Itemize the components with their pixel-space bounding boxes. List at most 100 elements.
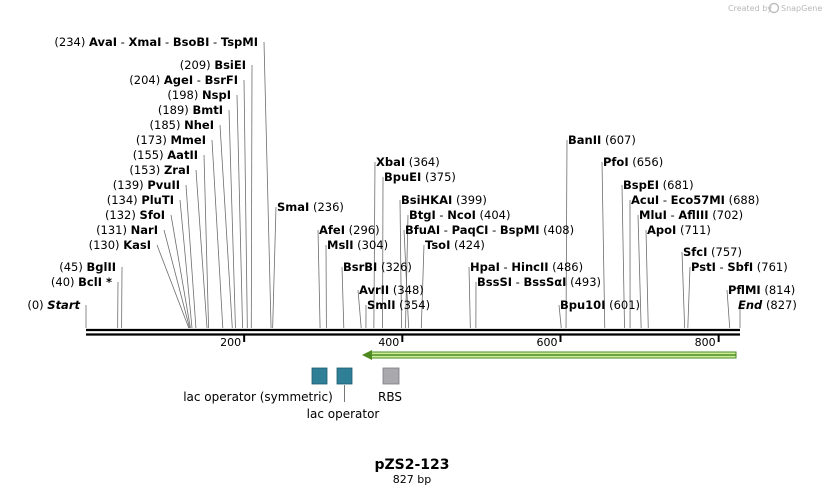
site-position: (348) <box>393 283 424 297</box>
enzyme-separator: - <box>193 73 204 87</box>
site-label-hpaI: HpaI - HincII (486) <box>470 260 583 274</box>
site-position: (0) <box>27 298 43 312</box>
site-leader-sfcI <box>681 251 686 329</box>
enzyme-name: BspEI <box>623 178 659 192</box>
site-label-bfuAI: BfuAI - PaqCI - BspMI (408) <box>405 223 574 237</box>
site-leader-bmtI <box>228 109 236 329</box>
enzyme-name: NspI <box>202 88 231 102</box>
site-label-apoI: ApoI (711) <box>647 223 711 237</box>
enzyme-name: ZraI <box>164 163 190 177</box>
site-label-pstI: PstI - SbfI (761) <box>691 260 788 274</box>
enzyme-name: SfcI <box>683 245 707 259</box>
site-label-pluTI: (134) PluTI <box>107 193 174 207</box>
site-label-bssSI: BssSI - BssSαI (493) <box>477 275 601 289</box>
site-label-tsoI: TsoI (424) <box>425 238 485 252</box>
enzyme-name: SfoI <box>140 208 165 222</box>
enzyme-name: TspMI <box>221 35 258 49</box>
ruler-tick-label: 400 <box>378 336 399 349</box>
site-position: (204) <box>129 73 160 87</box>
site-label-kasI: (130) KasI <box>89 238 151 252</box>
enzyme-name: BtgI <box>409 208 436 222</box>
enzyme-name: BspMI <box>500 223 540 237</box>
ruler-tick-label: 200 <box>220 336 241 349</box>
enzyme-name: MluI <box>639 208 667 222</box>
enzyme-name: PvuII <box>147 178 180 192</box>
site-leader-btgI <box>405 214 409 329</box>
lac-operator-feature <box>336 367 353 385</box>
site-label-sfcI: SfcI (757) <box>683 245 742 259</box>
enzyme-name: XmaI <box>128 35 161 49</box>
site-position: (132) <box>105 208 136 222</box>
enzyme-name: PaqCI <box>452 223 489 237</box>
site-label-start: (0) Start <box>27 298 80 312</box>
enzyme-separator: - <box>436 208 447 222</box>
site-label-nspI: (198) NspI <box>167 88 231 102</box>
enzyme-name: NarI <box>131 223 158 237</box>
enzyme-name: NcoI <box>447 208 476 222</box>
site-leader-pstI <box>687 266 691 329</box>
enzyme-name: ApoI <box>647 223 676 237</box>
enzyme-name: BsiEI <box>214 58 246 72</box>
site-label-narI: (131) NarI <box>96 223 158 237</box>
site-label-pflMI: PflMI (814) <box>728 283 795 297</box>
site-label-avaI: (234) AvaI - XmaI - BsoBI - TspMI <box>54 35 258 49</box>
site-leader-lines <box>85 41 741 329</box>
site-position: (761) <box>757 260 788 274</box>
site-position: (45) <box>59 260 83 274</box>
enzyme-name: AfeI <box>319 223 345 237</box>
site-leader-mmeI <box>211 139 224 329</box>
plasmid-title: pZS2-123 <box>374 457 449 473</box>
site-position: (424) <box>454 238 485 252</box>
enzyme-name: Eco57MI <box>671 193 725 207</box>
site-leader-avrII <box>357 289 362 329</box>
site-position: (130) <box>89 238 120 252</box>
site-position: (656) <box>632 155 663 169</box>
site-position: (40) <box>51 275 75 289</box>
site-leader-tsoI <box>420 244 425 329</box>
site-leader-pvuII <box>185 184 197 329</box>
site-label-pvuII: (139) PvuII <box>113 178 180 192</box>
site-position: (354) <box>399 298 430 312</box>
site-label-xbaI: XbaI (364) <box>376 155 440 169</box>
site-position: (364) <box>409 155 440 169</box>
enzyme-name: PluTI <box>141 193 174 207</box>
site-leader-aatII <box>203 154 209 329</box>
ruler-tick-label: 800 <box>695 336 716 349</box>
site-label-bpuEI: BpuEI (375) <box>384 170 456 184</box>
site-position: (185) <box>150 118 181 132</box>
rbs-feature <box>382 367 400 385</box>
snapgene-branding: Created by SnapGene <box>728 2 822 14</box>
site-label-bspEI: BspEI (681) <box>623 178 694 192</box>
enzyme-name: BssSI <box>477 275 512 289</box>
site-label-aatII: (155) AatII <box>133 148 198 162</box>
enzyme-name: MmeI <box>170 133 206 147</box>
site-label-bclI: (40) BclI * <box>51 275 112 289</box>
site-leader-bsrBI <box>341 266 345 329</box>
site-position: (304) <box>357 238 388 252</box>
site-label-end: End (827) <box>738 298 797 312</box>
site-position: (198) <box>167 88 198 102</box>
site-label-nheI: (185) NheI <box>150 118 214 132</box>
site-label-btgI: BtgI - NcoI (404) <box>409 208 510 222</box>
site-leader-xbaI <box>373 161 376 329</box>
site-label-avrII: AvrII (348) <box>359 283 424 297</box>
enzyme-name: AflIII <box>678 208 708 222</box>
lac-operator-symmetric-feature <box>311 367 328 385</box>
site-leader-hpaI <box>468 266 471 329</box>
site-position: (601) <box>609 298 640 312</box>
site-position: (131) <box>96 223 127 237</box>
site-position: (408) <box>543 223 574 237</box>
enzyme-name: BfuAI <box>405 223 440 237</box>
site-leader-bspEI <box>621 184 625 329</box>
enzyme-separator: - <box>512 275 523 289</box>
enzyme-name: AgeI <box>164 73 193 87</box>
site-leader-bsiHKAI <box>399 199 402 329</box>
site-label-acuI: AcuI - Eco57MI (688) <box>631 193 760 207</box>
enzyme-name: SmlI <box>367 298 396 312</box>
reverse-orf-arrow <box>362 350 737 360</box>
enzyme-name: BpuEI <box>384 170 421 184</box>
enzyme-separator: - <box>716 260 727 274</box>
enzyme-separator: - <box>667 208 678 222</box>
lac-operator-symmetric-label: lac operator (symmetric) <box>183 390 333 404</box>
enzyme-name: BsrBI <box>343 260 377 274</box>
